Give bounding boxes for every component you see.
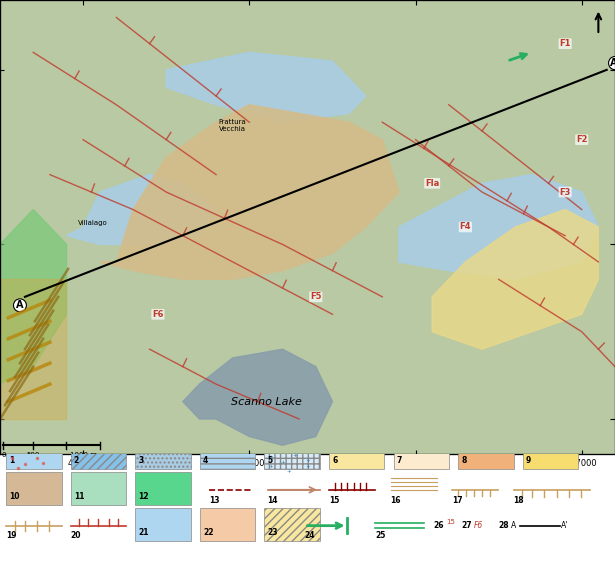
Text: +: + — [305, 458, 310, 463]
Text: 500: 500 — [26, 452, 40, 458]
Text: 14: 14 — [268, 496, 278, 505]
Text: 5: 5 — [268, 456, 272, 466]
Text: 28: 28 — [498, 521, 509, 530]
Text: Fla: Fla — [425, 179, 439, 188]
Text: 3: 3 — [138, 456, 144, 466]
Bar — [6, 472, 62, 505]
Bar — [329, 436, 384, 469]
Text: F4: F4 — [459, 222, 471, 232]
Text: 12: 12 — [138, 492, 149, 501]
Polygon shape — [432, 210, 598, 349]
Text: 19: 19 — [6, 531, 17, 541]
Bar — [394, 436, 449, 469]
Text: 15: 15 — [329, 496, 339, 505]
Polygon shape — [0, 210, 66, 384]
Polygon shape — [100, 105, 399, 279]
Text: +: + — [268, 464, 273, 469]
Text: F6: F6 — [474, 521, 483, 530]
Text: 24: 24 — [304, 531, 315, 541]
Text: A': A' — [610, 58, 615, 68]
Text: F6: F6 — [152, 310, 164, 319]
Text: A': A' — [561, 521, 568, 530]
Text: Scanno Lake: Scanno Lake — [231, 396, 301, 407]
Text: 6: 6 — [332, 456, 338, 466]
Text: 13: 13 — [209, 496, 220, 505]
Bar — [264, 436, 320, 469]
Text: A: A — [510, 521, 516, 530]
Text: 10: 10 — [9, 492, 20, 501]
Text: 22: 22 — [203, 528, 213, 537]
Text: 18: 18 — [514, 496, 524, 505]
Text: 4: 4 — [203, 456, 208, 466]
Text: 7: 7 — [397, 456, 402, 466]
Text: F3: F3 — [560, 187, 571, 197]
Bar — [6, 436, 62, 469]
Text: +: + — [287, 470, 292, 474]
Polygon shape — [66, 175, 216, 244]
Text: 26: 26 — [434, 521, 444, 530]
Text: 0: 0 — [1, 452, 6, 458]
Bar — [458, 436, 514, 469]
Polygon shape — [0, 279, 66, 419]
Text: 21: 21 — [138, 528, 149, 537]
Text: 16: 16 — [391, 496, 401, 505]
Polygon shape — [183, 349, 333, 445]
Bar — [523, 436, 578, 469]
Text: 1000 m: 1000 m — [69, 452, 97, 458]
Bar — [200, 508, 255, 541]
Bar — [135, 508, 191, 541]
Text: +: + — [305, 464, 310, 469]
Bar — [71, 472, 126, 505]
Text: 2: 2 — [74, 456, 79, 466]
Text: F1: F1 — [560, 39, 571, 48]
Text: 17: 17 — [452, 496, 462, 505]
Text: +: + — [280, 460, 285, 466]
Text: 1: 1 — [9, 456, 15, 466]
Text: F2: F2 — [576, 135, 587, 144]
Polygon shape — [399, 175, 598, 279]
Bar — [264, 508, 320, 541]
Bar — [135, 472, 191, 505]
Text: 8: 8 — [461, 456, 467, 466]
Bar — [135, 436, 191, 469]
Text: 15: 15 — [446, 519, 454, 525]
Text: Villalago: Villalago — [78, 221, 108, 226]
Text: A: A — [16, 300, 24, 310]
Text: 20: 20 — [71, 531, 81, 541]
Bar — [71, 436, 126, 469]
Text: Frattura
Vecchia: Frattura Vecchia — [219, 119, 247, 132]
Polygon shape — [166, 52, 366, 122]
Bar — [200, 436, 255, 469]
Text: +: + — [268, 455, 273, 460]
Text: 9: 9 — [526, 456, 531, 466]
Text: 11: 11 — [74, 492, 84, 501]
Text: N: N — [593, 0, 603, 3]
Text: +: + — [293, 453, 298, 457]
Text: 25: 25 — [375, 531, 386, 541]
Text: 23: 23 — [268, 528, 278, 537]
Text: 27: 27 — [461, 521, 472, 530]
Text: F5: F5 — [310, 292, 322, 301]
